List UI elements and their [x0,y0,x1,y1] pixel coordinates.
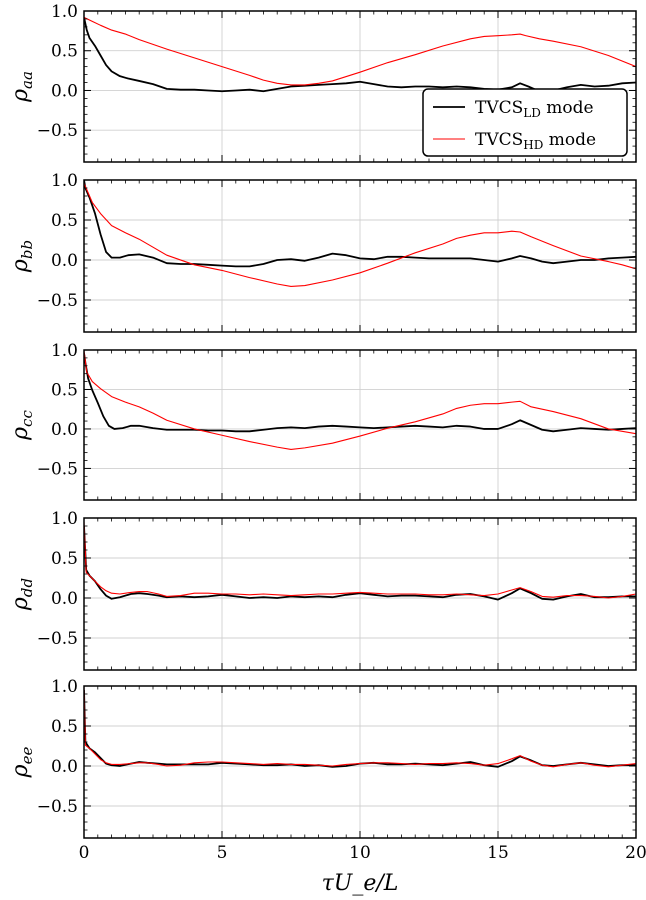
y-axis-label: ρdd [8,578,36,611]
x-axis-label: τU_e/L [322,871,399,896]
y-tick-label: −0.5 [37,629,78,649]
y-tick-label: 0.5 [51,211,78,231]
x-tick-label: 20 [625,843,646,863]
y-tick-label: 1.0 [51,677,78,697]
series-line-ld-bb [84,180,636,268]
y-tick-label: −0.5 [37,797,78,817]
y-tick-label: 0.5 [51,42,78,62]
series-line-ld-dd [84,525,636,601]
y-axis-label-main: ρ [8,427,33,441]
y-tick-label: 1.0 [51,509,78,529]
panel-bb: −0.5 0.0 0.5 1.0 ρbb [8,171,637,333]
y-tick-label: 0.0 [51,757,78,777]
y-tick-label: 1.0 [51,171,78,191]
series-line-ld-cc [84,353,636,433]
y-tick-label: −0.5 [37,121,78,141]
x-tick-label: 10 [349,843,371,863]
y-tick-label: 1.0 [51,2,78,22]
y-tick-label: 0.0 [51,81,78,101]
y-axis-label: ρcc [8,410,36,441]
panel-ee: −0.5 0.0 0.5 1.0 ρee 0 5 10 15 20 [8,677,646,863]
y-axis-label: ρaa [8,71,36,103]
series-line-hd-dd [84,521,636,599]
y-axis-label-sub: ee [18,747,36,765]
y-tick-label: 0.5 [51,549,78,569]
y-tick-label: −0.5 [37,459,78,479]
legend-entry-hd: TVCSHD mode [475,130,596,152]
series-line-ld-aa [84,17,636,93]
panel-dd: −0.5 0.0 0.5 1.0 ρdd [8,509,637,671]
y-tick-label: 1.0 [51,341,78,361]
series-line-hd-aa [84,16,636,86]
y-axis-label: ρee [8,747,36,779]
y-axis-label-sub: dd [18,578,36,597]
y-axis-label-main: ρ [8,764,33,778]
legend-box [422,88,628,157]
x-tick-label: 5 [217,843,228,863]
series-line-hd-cc [84,350,636,451]
y-axis-label-sub: cc [18,410,36,427]
x-tick-label: 15 [487,843,509,863]
y-axis-label-main: ρ [8,597,33,611]
series-line-hd-ee [84,687,636,768]
y-tick-label: 0.5 [51,380,78,400]
series-line-hd-bb [84,182,636,287]
y-tick-label: 0.5 [51,717,78,737]
y-tick-label: 0.0 [51,420,78,440]
y-axis-label-sub: aa [18,71,36,89]
y-axis-label-main: ρ [8,89,33,103]
y-axis-label: ρbb [8,240,36,273]
y-axis-label-sub: bb [18,240,36,259]
y-axis-label-main: ρ [8,259,33,273]
legend-entry-ld: TVCSLD mode [475,98,594,120]
legend: TVCSLD mode TVCSHD mode [422,88,628,157]
panel-aa: −0.5 0.0 0.5 1.0 ρaa TVCSLD mode TVCSHD mode [8,2,637,163]
x-tick-label: 0 [79,843,90,863]
panel-cc: −0.5 0.0 0.5 1.0 ρcc [8,341,637,501]
y-tick-label: −0.5 [37,291,78,311]
y-tick-label: 0.0 [51,251,78,271]
y-tick-label: 0.0 [51,589,78,609]
